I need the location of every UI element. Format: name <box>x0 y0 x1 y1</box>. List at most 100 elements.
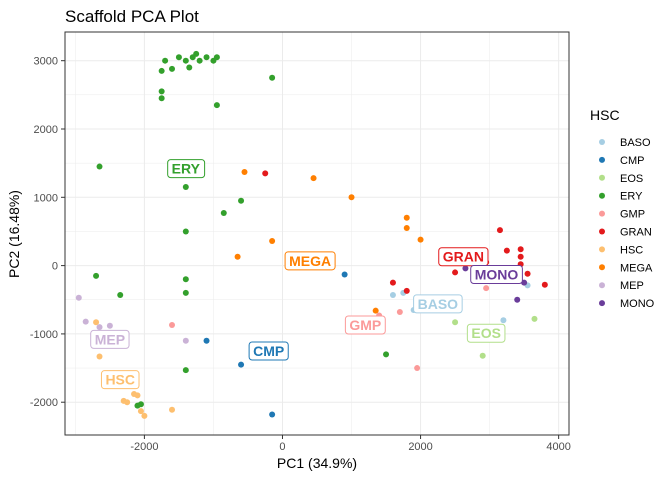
data-point-ery <box>238 197 245 204</box>
data-point-gran <box>541 281 548 288</box>
cluster-label-box <box>90 329 130 349</box>
y-tick-label: 2000 <box>34 124 58 136</box>
data-point-hsc <box>141 412 148 419</box>
data-point-ery <box>169 65 176 72</box>
legend-key-mega <box>599 264 605 271</box>
data-point-eos <box>479 352 486 359</box>
data-point-baso <box>389 291 396 298</box>
data-point-ery <box>383 351 390 358</box>
legend: BASO CMP EOS ERY GMP GRAN HSC MEGA MEP MONO <box>599 137 655 310</box>
data-point-gmp <box>483 285 490 292</box>
data-point-ery <box>96 163 103 170</box>
cluster-label-text: MONO <box>475 266 519 282</box>
data-point-cmp <box>203 337 210 344</box>
series-mega <box>234 169 424 314</box>
data-point-ery <box>182 367 189 374</box>
plot-background <box>65 32 569 435</box>
data-point-ery <box>182 228 189 235</box>
data-point-hsc <box>134 392 141 399</box>
data-point-cmp <box>341 271 348 278</box>
cluster-label-box <box>466 323 506 343</box>
x-tick-label: -2000 <box>130 441 158 453</box>
data-point-ery <box>182 57 189 64</box>
data-point-mega <box>403 214 410 221</box>
data-point-hsc <box>169 406 176 413</box>
data-point-cmp <box>269 411 276 418</box>
legend-key-gmp <box>599 210 605 217</box>
data-point-eos <box>452 319 459 326</box>
legend-label-mega: MEGA <box>620 262 653 274</box>
legend-key-mono <box>599 300 605 307</box>
x-tick-label: 2000 <box>408 441 432 453</box>
legend-label-mono: MONO <box>620 298 655 310</box>
data-point-ery <box>213 54 220 61</box>
legend-label-gran: GRAN <box>620 227 652 239</box>
data-point-gran <box>452 269 459 276</box>
cluster-label-eos: EOS <box>466 323 506 343</box>
data-point-ery <box>175 54 182 61</box>
legend-key-gran <box>599 228 605 235</box>
legend-key-mep <box>599 282 605 289</box>
data-point-gran <box>517 246 524 253</box>
y-tick-label: -2000 <box>30 397 58 409</box>
legend-key-ery <box>599 192 605 199</box>
data-point-hsc <box>96 353 103 360</box>
data-point-gran <box>496 227 503 234</box>
data-point-gmp <box>396 309 403 316</box>
data-point-mep <box>75 294 82 301</box>
data-point-mono <box>462 265 469 272</box>
y-tick-label: 0 <box>52 261 58 273</box>
data-point-mep <box>82 318 89 325</box>
data-point-mega <box>403 225 410 232</box>
data-point-gran <box>403 287 410 294</box>
cluster-label-text: GMP <box>349 317 381 333</box>
y-tick-label: 1000 <box>34 192 58 204</box>
cluster-label-text: CMP <box>253 343 284 359</box>
series-mep <box>75 294 189 344</box>
legend-key-cmp <box>599 156 605 163</box>
data-point-ery <box>269 74 276 81</box>
data-point-ery <box>182 289 189 296</box>
cluster-label-text: MEP <box>95 331 125 347</box>
series-gran <box>262 170 548 294</box>
series-eos <box>452 315 538 359</box>
data-point-ery <box>162 57 169 64</box>
legend-title: HSC <box>590 107 620 123</box>
data-point-ery <box>213 102 220 109</box>
cluster-label-mono: MONO <box>470 264 523 284</box>
series-ery <box>93 50 390 409</box>
data-point-ery <box>196 57 203 64</box>
cluster-label-gran: GRAN <box>438 247 489 267</box>
cluster-label-box <box>248 341 289 361</box>
data-point-ery <box>158 88 165 95</box>
legend-label-gmp: GMP <box>620 209 645 221</box>
data-point-gmp <box>169 322 176 329</box>
cluster-label-mega: MEGA <box>284 251 336 271</box>
legend-key-hsc <box>599 246 605 253</box>
legend-label-mep: MEP <box>620 280 644 292</box>
chart-title: Scaffold PCA Plot <box>65 7 199 26</box>
legend-key-eos <box>599 174 605 181</box>
data-point-mega <box>310 175 317 182</box>
y-tick-label: 3000 <box>34 56 58 68</box>
data-point-eos <box>531 315 538 322</box>
y-tick-label: -1000 <box>30 329 58 341</box>
plot-border <box>64 31 570 436</box>
cluster-label-cmp: CMP <box>248 341 289 361</box>
cluster-label-text: BASO <box>418 296 459 312</box>
cluster-label-box <box>284 251 336 271</box>
cluster-label-text: HSC <box>105 372 135 388</box>
data-point-ery <box>158 95 165 102</box>
data-point-hsc <box>137 408 144 415</box>
data-point-mega <box>348 194 355 201</box>
legend-label-ery: ERY <box>620 191 643 203</box>
data-point-ery <box>117 291 124 298</box>
data-point-ery <box>220 210 227 217</box>
data-point-mep <box>96 324 103 331</box>
cluster-label-box <box>413 294 463 314</box>
series-cmp <box>203 271 348 418</box>
cluster-label-box <box>167 159 206 179</box>
cluster-label-ery: ERY <box>167 159 206 179</box>
y-axis-title: PC2 (16.48%) <box>6 190 22 278</box>
